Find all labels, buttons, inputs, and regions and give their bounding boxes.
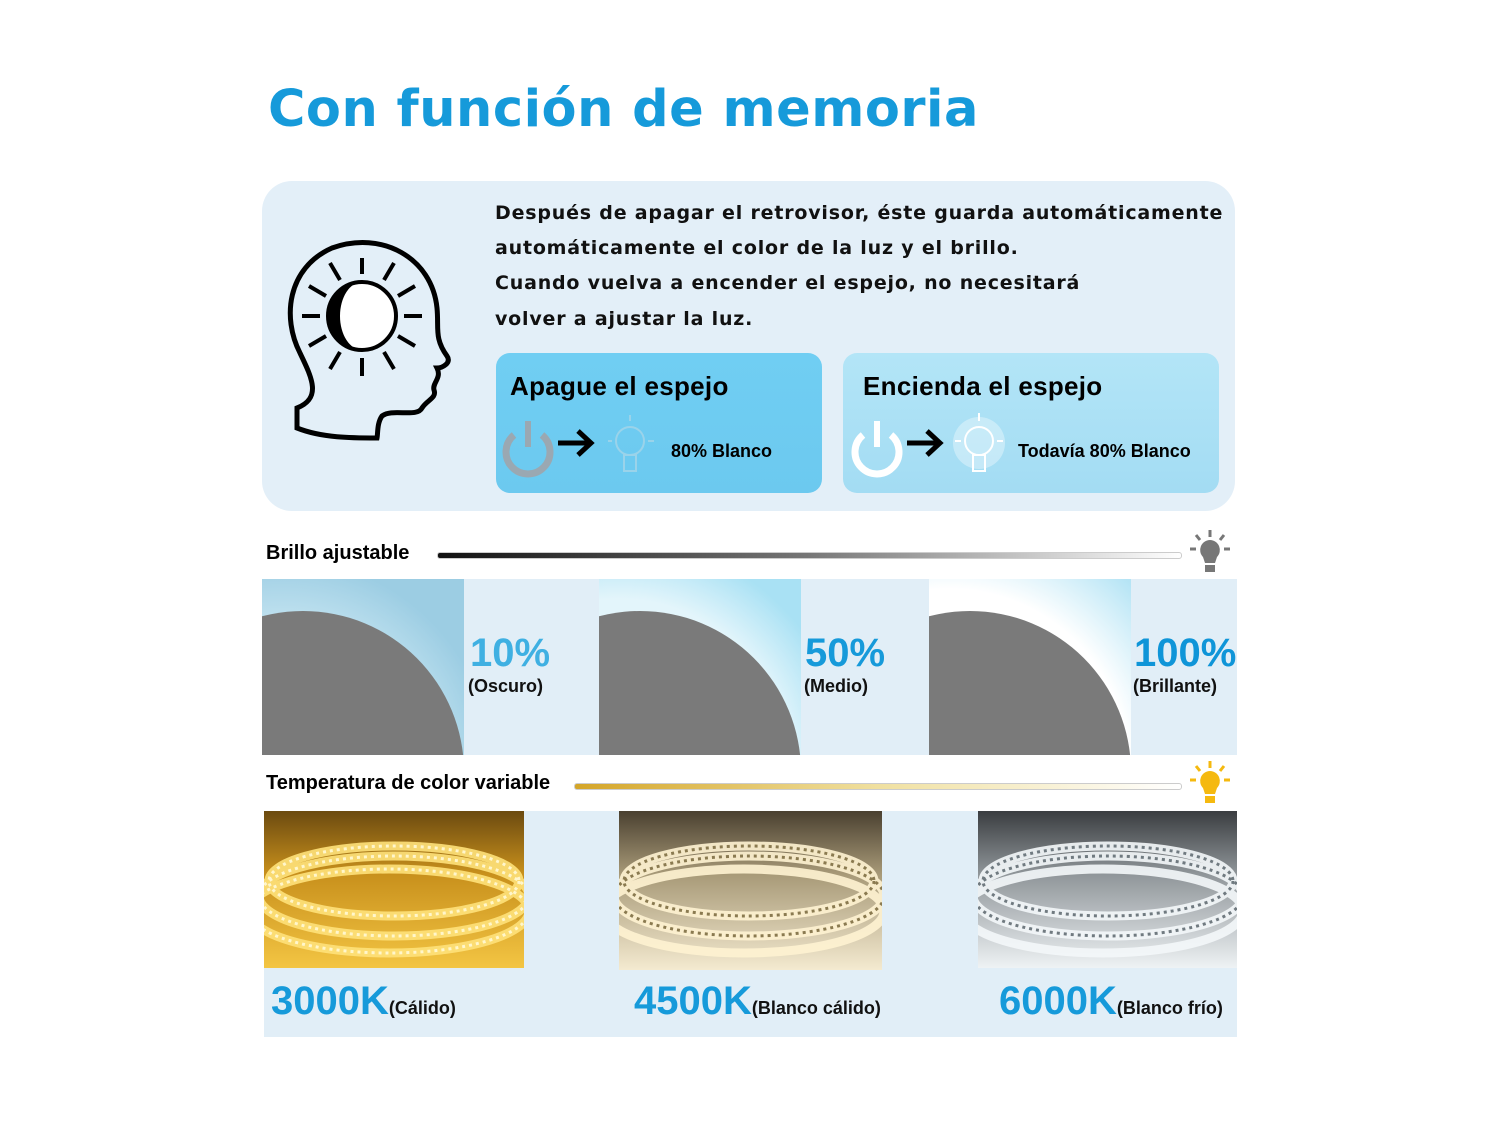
brightness-100-desc: (Brillante)	[1133, 676, 1218, 696]
temp-6000k-desc: (Blanco frío)	[1116, 998, 1223, 1018]
brightness-10-desc: (Oscuro)	[468, 676, 544, 696]
mirror-off-value: 80% Blanco	[671, 441, 773, 461]
brightness-50-desc: (Medio)	[804, 676, 868, 696]
power-off-to-bulb-icon	[502, 415, 654, 478]
brightness-10-image	[262, 579, 464, 755]
temperature-gradient-bar	[574, 783, 1182, 790]
led-strip-6000k-image	[978, 811, 1237, 968]
power-on-to-bulb-icon	[851, 413, 1005, 478]
brightness-100-percent: 100%	[1134, 631, 1237, 675]
temperature-label: Temperatura de color variable	[266, 772, 551, 794]
brightness-50-percent: 50%	[805, 631, 886, 675]
temp-3000k-label: 3000K(Cálido)	[271, 979, 456, 1024]
memory-text-line: Cuando vuelva a encender el espejo, no n…	[495, 272, 1081, 294]
bulb-gray-icon	[1190, 530, 1230, 572]
mirror-on-value: Todavía 80% Blanco	[1018, 441, 1191, 461]
brightness-50-image	[599, 579, 801, 755]
temp-6000k-label: 6000K(Blanco frío)	[999, 979, 1223, 1024]
led-strip-3000k-image	[264, 811, 524, 968]
memory-text-line: Después de apagar el retrovisor, éste gu…	[495, 202, 1224, 224]
temp-3000k-desc: (Cálido)	[388, 998, 456, 1018]
brightness-100-image	[929, 579, 1131, 755]
bulb-yellow-icon	[1190, 761, 1230, 803]
mirror-off-title: Apague el espejo	[510, 371, 729, 401]
temp-4500k-value: 4500K	[634, 979, 752, 1023]
head-brain-sun-icon	[287, 240, 451, 441]
temp-4500k-desc: (Blanco cálido)	[751, 998, 881, 1018]
brightness-label: Brillo ajustable	[266, 542, 410, 564]
brightness-10-percent: 10%	[470, 631, 551, 675]
page-title: Con función de memoria	[268, 80, 979, 139]
memory-text-line: volver a ajustar la luz.	[495, 308, 754, 330]
mirror-on-title: Encienda el espejo	[863, 371, 1103, 401]
temp-3000k-value: 3000K	[271, 979, 389, 1023]
temp-4500k-label: 4500K(Blanco cálido)	[634, 979, 881, 1024]
mirror-off-card: Apague el espejo 80% Blanco	[496, 353, 822, 493]
mirror-on-card: Encienda el espejo Todavía 80% Blanco	[843, 353, 1219, 493]
temp-6000k-value: 6000K	[999, 979, 1117, 1023]
led-strip-4500k-image	[619, 811, 882, 970]
brightness-gradient-bar	[437, 552, 1182, 559]
memory-text-line: automáticamente el color de la luz y el …	[495, 237, 1019, 259]
